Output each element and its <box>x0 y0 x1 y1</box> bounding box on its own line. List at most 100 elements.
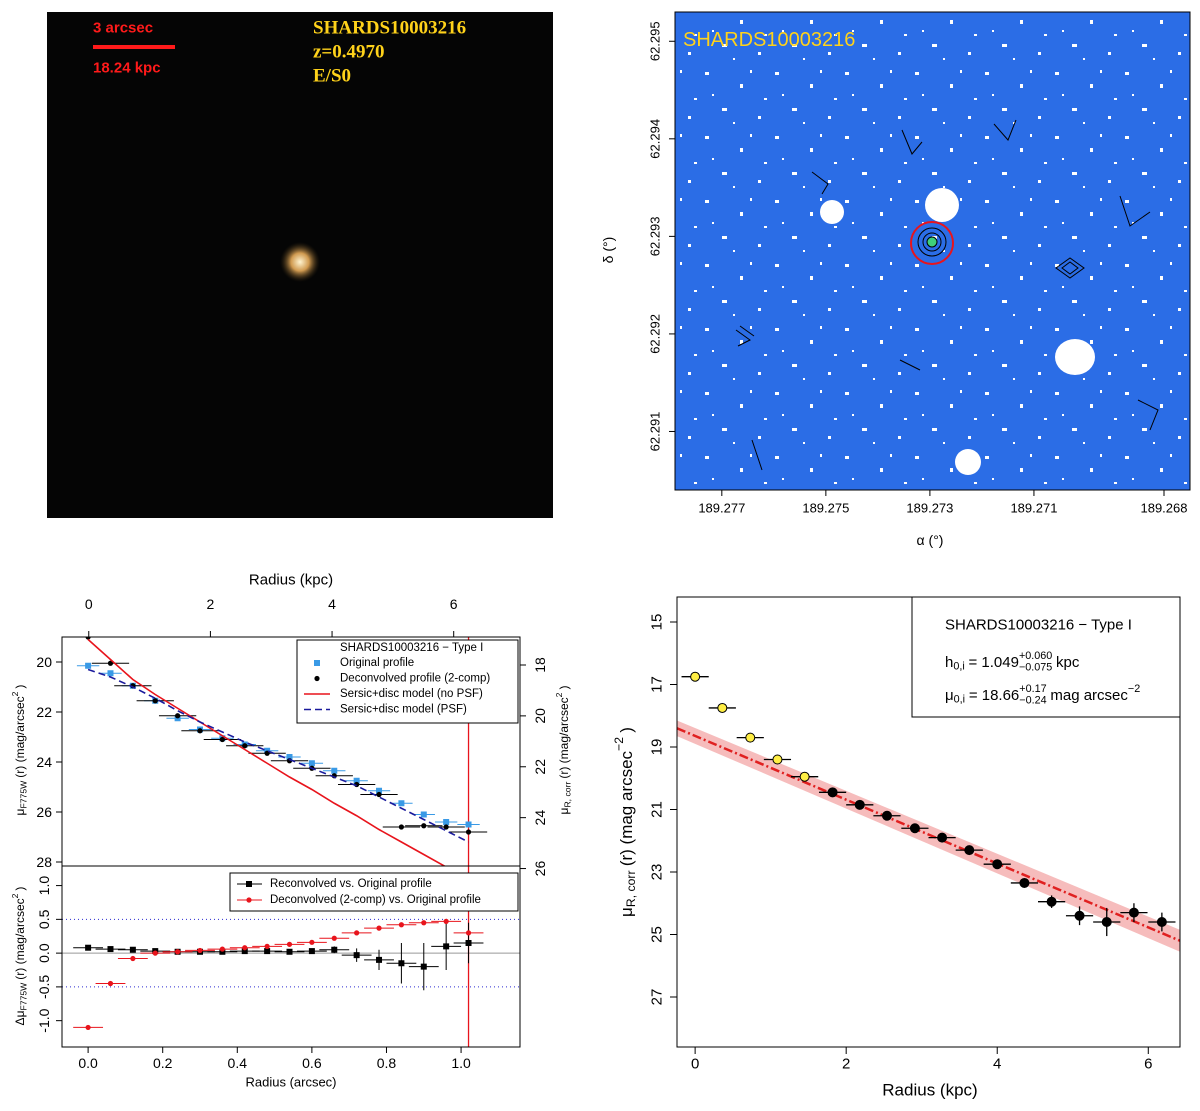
y2-tick-label: 24 <box>532 810 548 826</box>
legend-label: Reconvolved vs. Original profile <box>270 878 432 890</box>
y-axis-label-part: ) <box>13 685 27 689</box>
y-axis-label-part: (r) (mag arcsec <box>617 750 636 866</box>
y-tick-label: 19 <box>649 739 666 756</box>
x-axis-label: Radius (arcsec) <box>245 1075 336 1090</box>
contour <box>922 232 942 252</box>
legend-text-part: mag arcsec <box>1050 687 1128 704</box>
marker <box>175 713 181 719</box>
scale-length-label: 18.24 kpc <box>93 60 161 77</box>
y-axis-label-part: Δμ <box>13 1010 27 1025</box>
rotated-label: μR, corr (r) (mag/arcsec2) <box>554 686 572 815</box>
plot-frame <box>61 865 521 1048</box>
marker <box>992 859 1003 870</box>
legend-label: Sersic+disc model (PSF) <box>340 704 467 716</box>
marker <box>421 920 427 926</box>
marker <box>854 799 865 810</box>
marker <box>331 767 338 774</box>
marker <box>353 777 360 784</box>
marker <box>1128 907 1139 918</box>
y-axis-label-part: 2 <box>10 893 20 898</box>
y2-axis-label-part: 2 <box>554 692 564 697</box>
marker <box>219 948 226 955</box>
x-tick-label: 189.275 <box>802 501 849 516</box>
x-tick-label: 0 <box>691 1056 699 1073</box>
y-axis-label-part: 2 <box>10 691 20 696</box>
x-tick-label: 189.268 <box>1140 501 1187 516</box>
x-tick-label: 0.2 <box>153 1055 173 1071</box>
y2-tick-label: 18 <box>532 657 548 673</box>
y-axis-label-part: (r) (mag/arcsec <box>13 696 27 777</box>
marker <box>964 845 975 856</box>
y-tick-label: 22 <box>36 704 52 720</box>
marker <box>85 944 92 951</box>
model-line <box>87 638 447 866</box>
legend-frame <box>911 596 1181 718</box>
rotated-label: μF775W (r) (mag/arcsec2) <box>10 685 28 816</box>
y2-axis-label-part: R, corr <box>563 782 573 808</box>
x-tick-label: 2 <box>842 1056 850 1073</box>
y-axis-label: ΔμF775W (r) (mag/arcsec2) <box>10 887 28 1026</box>
marker <box>246 881 252 887</box>
marker <box>107 946 114 953</box>
marker <box>1156 917 1167 927</box>
marker <box>465 930 472 936</box>
legend-label: Original profile <box>340 657 414 669</box>
marker <box>420 811 427 818</box>
marker <box>398 922 404 928</box>
marker <box>398 960 405 967</box>
y-axis-label-part: R, corr <box>624 870 638 907</box>
marker <box>308 760 315 767</box>
legend-label: Deconvolved profile (2-comp) <box>340 673 490 685</box>
marker <box>1019 877 1030 888</box>
y-tick-label: 17 <box>649 676 666 693</box>
plot-area <box>69 637 488 866</box>
x-tick-label: 0.8 <box>377 1055 397 1071</box>
marker <box>465 939 472 946</box>
legend-text-part: h <box>945 654 953 671</box>
marker <box>717 702 728 713</box>
y-axis-label-part: μ <box>617 907 636 917</box>
marker <box>376 925 382 931</box>
legend-text-part: 0,i <box>954 694 965 706</box>
rotated-label: μR, corr (r) (mag arcsec−2) <box>612 727 638 917</box>
annotation: E/S0 <box>313 66 351 87</box>
y-tick-label: 27 <box>649 989 666 1006</box>
contour <box>735 119 1159 471</box>
source <box>820 200 844 224</box>
y-axis-label-part: (r) (mag/arcsec <box>13 898 27 979</box>
marker <box>331 946 338 953</box>
y2-tick-label: 26 <box>532 861 548 877</box>
x-tick-label: 0.0 <box>78 1055 98 1071</box>
marker <box>107 980 114 987</box>
x2-tick-label: 2 <box>207 596 215 612</box>
marker <box>314 675 320 682</box>
legend-text-part: kpc <box>1056 654 1080 671</box>
annotation: z=0.4970 <box>313 42 385 63</box>
marker <box>443 824 449 830</box>
marker <box>309 939 315 945</box>
marker <box>398 800 405 807</box>
y-tick-label: 0.5 <box>36 909 52 929</box>
marker <box>443 819 450 825</box>
x-tick-label: 4 <box>993 1056 1001 1073</box>
marker <box>881 810 892 821</box>
marker <box>197 728 203 734</box>
marker <box>308 948 315 955</box>
marker <box>465 829 472 835</box>
y2-axis-label: μR, corr (r) (mag/arcsec2) <box>554 686 572 815</box>
y-axis-label: δ (°) <box>600 237 616 264</box>
x2-axis-label: Radius (kpc) <box>249 572 333 589</box>
x-tick-label: 189.271 <box>1010 501 1057 516</box>
marker <box>443 943 450 950</box>
scale-label: 3 arcsec <box>93 20 153 37</box>
y-tick-label: 28 <box>36 854 52 870</box>
marker <box>107 660 114 666</box>
marker <box>376 787 383 794</box>
fit-band <box>677 720 1180 952</box>
y-tick-label: 0.0 <box>36 943 52 963</box>
legend-text-part: +0.17 <box>1019 683 1046 695</box>
marker <box>241 948 248 955</box>
legend-title: SHARDS10003216 − Type I <box>945 617 1132 634</box>
legend-text: h0,i = 1.049+0.060 kpc <box>945 650 1080 673</box>
